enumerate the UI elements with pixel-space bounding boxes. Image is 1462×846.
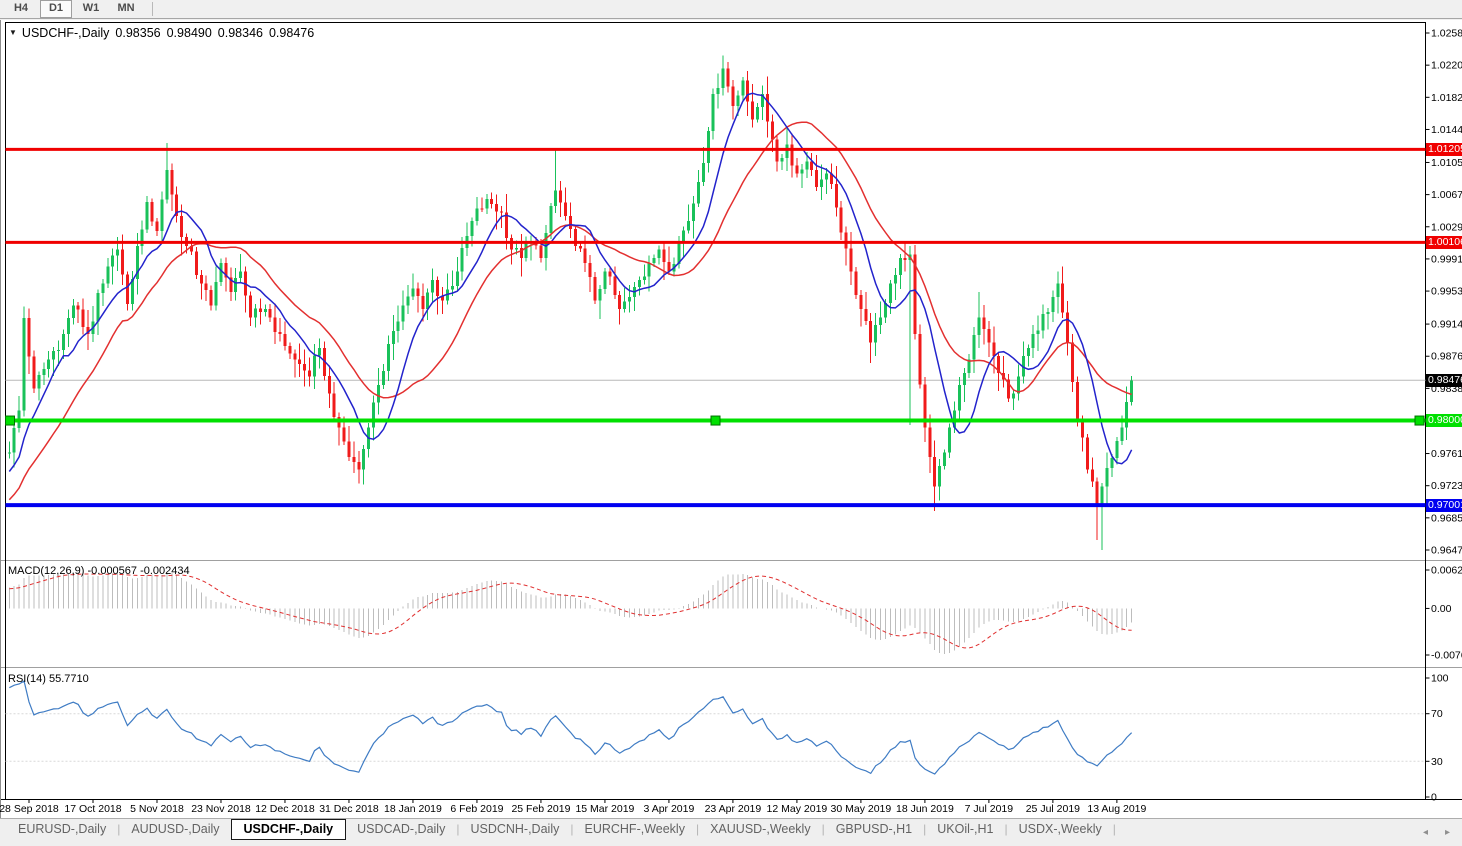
- support-line-green-handle[interactable]: [710, 415, 721, 426]
- rsi-indicator-label: RSI(14) 55.7710: [8, 673, 89, 685]
- timeframe-button-w1[interactable]: W1: [82, 2, 100, 14]
- tab-separator: |: [117, 822, 121, 836]
- rsi-line: [9, 680, 1133, 775]
- chart-canvas[interactable]: 1.02580 1.02200 1.01820 1.01440 1.01050 1.006…: [0, 0, 1462, 818]
- svg-text:100: 100: [1431, 673, 1449, 685]
- tab-audusd-daily[interactable]: AUDUSD-,Daily: [131, 822, 220, 836]
- current-price-tag: 0.98476: [1426, 373, 1462, 387]
- svg-text:0.00: 0.00: [1431, 603, 1452, 615]
- svg-text:18 Jun 2019: 18 Jun 2019: [896, 803, 954, 815]
- svg-text:23 Apr 2019: 23 Apr 2019: [705, 803, 762, 815]
- svg-text:3 Apr 2019: 3 Apr 2019: [644, 803, 695, 815]
- svg-text:-0.00762: -0.00762: [1431, 650, 1462, 662]
- ohlc-open: 0.98356: [115, 26, 161, 40]
- tab-separator: |: [1112, 822, 1116, 836]
- svg-text:1.01440: 1.01440: [1431, 124, 1462, 136]
- macd-values: -0.000567 -0.002434: [87, 565, 190, 577]
- svg-text:30 May 2019: 30 May 2019: [831, 803, 892, 815]
- tab-separator: |: [695, 822, 700, 836]
- rsi-layer: [9, 680, 1133, 775]
- ohlc-low: 0.98346: [217, 26, 263, 40]
- time-axis: 28 Sep 2018 17 Oct 2018 5 Nov 2018 23 Nov 2…: [0, 800, 1147, 815]
- chart-tabs: EURUSD-,Daily | AUDUSD-,Daily USDCHF-,Daily…: [0, 819, 1462, 840]
- tab-separator: |: [456, 822, 460, 836]
- svg-text:15 Mar 2019: 15 Mar 2019: [575, 803, 634, 815]
- svg-text:31 Dec 2018: 31 Dec 2018: [319, 803, 379, 815]
- tab-separator: |: [570, 822, 574, 836]
- tab-scroll-right-icon[interactable]: ▸: [1444, 827, 1450, 838]
- svg-text:1.02200: 1.02200: [1431, 60, 1462, 72]
- macd-layer: [8, 572, 1133, 654]
- svg-text:1.01820: 1.01820: [1431, 92, 1462, 104]
- tab-xauusd-weekly[interactable]: XAUUSD-,Weekly: [710, 822, 811, 836]
- timeframe-toolbar: H4 D1 W1 MN: [0, 0, 1462, 19]
- svg-text:18 Jan 2019: 18 Jan 2019: [384, 803, 442, 815]
- svg-text:7 Jul 2019: 7 Jul 2019: [965, 803, 1014, 815]
- svg-text:25 Jul 2019: 25 Jul 2019: [1026, 803, 1080, 815]
- support-line-green-handle[interactable]: [5, 415, 15, 426]
- tab-separator: |: [821, 822, 825, 836]
- tab-usdcnh-daily[interactable]: USDCNH-,Daily: [470, 822, 560, 836]
- toolbar-separator: [152, 2, 153, 16]
- svg-text:0: 0: [1431, 792, 1437, 804]
- tab-eurusd-daily[interactable]: EURUSD-,Daily: [18, 822, 107, 836]
- tab-separator: |: [923, 822, 927, 836]
- rsi-level-lines: [5, 713, 1426, 762]
- tab-usdchf-daily[interactable]: USDCHF-,Daily: [230, 819, 347, 840]
- support-line-green-handle[interactable]: [1414, 415, 1425, 426]
- tab-ukoil-h1[interactable]: UKOil-,H1: [937, 822, 994, 836]
- moving-averages-layer: [8, 92, 1133, 501]
- svg-text:13 Aug 2019: 13 Aug 2019: [1087, 803, 1146, 815]
- support-line-blue-price-tag: 0.97001: [1426, 498, 1462, 512]
- svg-text:6 Feb 2019: 6 Feb 2019: [450, 803, 503, 815]
- chart-title: ▼ USDCHF-,Daily 0.98356 0.98490 0.98346 0.984…: [9, 26, 314, 40]
- macd-signal-line: [9, 573, 1132, 649]
- svg-text:17 Oct 2018: 17 Oct 2018: [64, 803, 121, 815]
- svg-text:0.006286: 0.006286: [1431, 565, 1462, 577]
- svg-text:1.00670: 1.00670: [1431, 189, 1462, 201]
- macd-name: MACD(12,26,9): [8, 565, 85, 577]
- tab-eurchf-weekly[interactable]: EURCHF-,Weekly: [584, 822, 685, 836]
- rsi-value: 55.7710: [48, 673, 89, 685]
- timeframe-button-mn[interactable]: MN: [117, 2, 135, 14]
- candles-layer: [7, 55, 1134, 550]
- resistance-line-2-price-tag: 1.00106: [1426, 235, 1462, 249]
- macd-indicator-label: MACD(12,26,9) -0.000567 -0.002434: [8, 565, 190, 577]
- svg-text:70: 70: [1431, 708, 1443, 720]
- tab-separator: |: [1004, 822, 1008, 836]
- timeframe-button-h4[interactable]: H4: [13, 2, 29, 14]
- symbol-label: USDCHF-,Daily: [21, 26, 110, 40]
- tab-gbpusd-h1[interactable]: GBPUSD-,H1: [835, 822, 913, 836]
- svg-text:5 Nov 2018: 5 Nov 2018: [130, 803, 184, 815]
- chart-tabs-bar: EURUSD-,Daily | AUDUSD-,Daily USDCHF-,Daily…: [0, 818, 1462, 846]
- tab-scroll-left-icon[interactable]: ◂: [1422, 827, 1428, 838]
- rsi-name: RSI(14): [8, 673, 46, 685]
- tab-usdcad-daily[interactable]: USDCAD-,Daily: [357, 822, 446, 836]
- svg-text:1.01050: 1.01050: [1431, 157, 1462, 169]
- tab-usdx-weekly[interactable]: USDX-,Weekly: [1018, 822, 1102, 836]
- svg-text:12 Dec 2018: 12 Dec 2018: [255, 803, 315, 815]
- svg-text:30: 30: [1431, 756, 1443, 768]
- ma-fast-line: [8, 92, 1133, 472]
- svg-text:12 May 2019: 12 May 2019: [767, 803, 828, 815]
- ohlc-high: 0.98490: [166, 26, 212, 40]
- svg-text:25 Feb 2019: 25 Feb 2019: [511, 803, 570, 815]
- svg-text:23 Nov 2018: 23 Nov 2018: [191, 803, 251, 815]
- ohlc-close: 0.98476: [268, 26, 315, 40]
- symbol-dropdown-icon[interactable]: ▼: [9, 28, 17, 37]
- timeframe-button-d1[interactable]: D1: [40, 0, 72, 18]
- svg-text:1.02580: 1.02580: [1431, 28, 1462, 40]
- resistance-line-1-price-tag: 1.01205: [1426, 142, 1462, 156]
- svg-text:28 Sep 2018: 28 Sep 2018: [0, 803, 59, 815]
